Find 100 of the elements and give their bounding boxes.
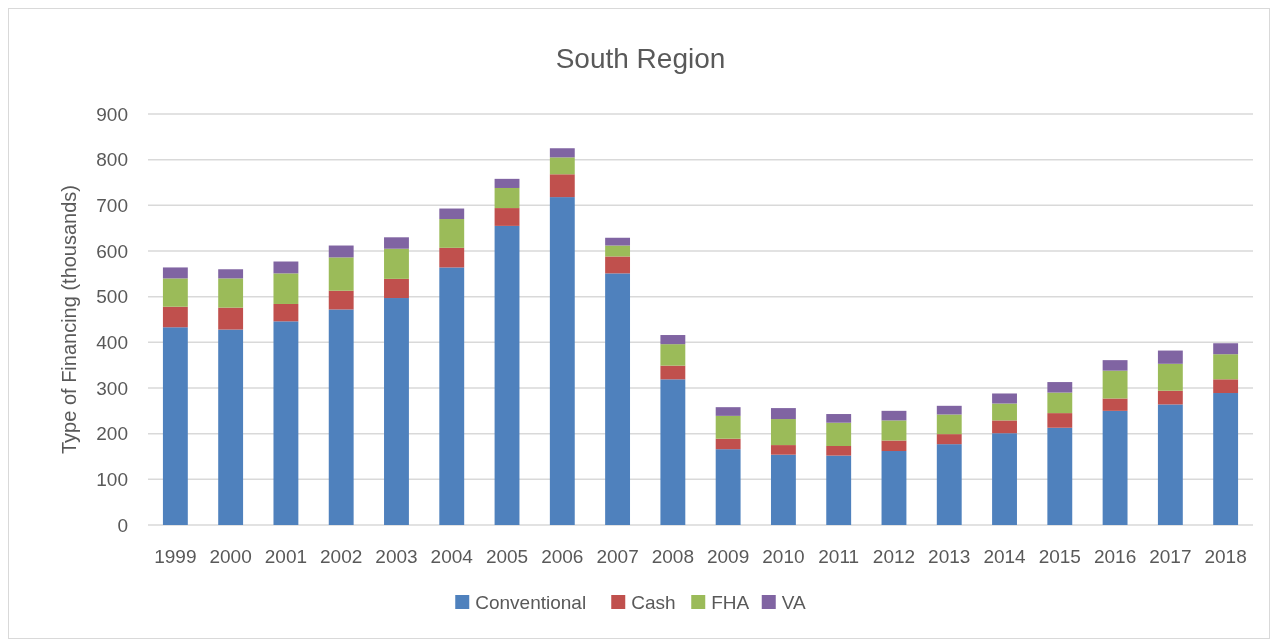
bar bbox=[605, 256, 631, 274]
y-tick-label: 300 bbox=[96, 377, 128, 399]
x-tick-label: 2014 bbox=[983, 546, 1027, 567]
bar bbox=[273, 303, 299, 322]
bar bbox=[439, 267, 465, 525]
y-axis-title: Type of Financing (thousands) bbox=[58, 184, 80, 455]
y-tick-label: 900 bbox=[96, 103, 128, 125]
bar bbox=[660, 365, 686, 380]
bar bbox=[881, 451, 907, 525]
x-tick-label: 2017 bbox=[1149, 546, 1192, 567]
bar bbox=[826, 414, 852, 423]
bar bbox=[439, 219, 465, 248]
bar bbox=[1213, 343, 1239, 355]
bar bbox=[715, 407, 741, 416]
bar bbox=[439, 208, 465, 220]
bar bbox=[549, 174, 575, 198]
legend-label: VA bbox=[781, 591, 807, 613]
bar bbox=[992, 393, 1017, 404]
legend-label: Cash bbox=[631, 591, 676, 613]
bar bbox=[384, 298, 409, 525]
y-tick-label: 100 bbox=[96, 468, 128, 490]
bar bbox=[328, 257, 354, 291]
bar bbox=[881, 420, 907, 441]
x-tick-label: 2011 bbox=[818, 546, 860, 567]
bar bbox=[1047, 413, 1073, 428]
bar bbox=[439, 247, 465, 268]
x-tick-label: 2016 bbox=[1093, 546, 1137, 567]
bar bbox=[715, 438, 741, 450]
bar bbox=[218, 307, 244, 330]
bar bbox=[660, 344, 686, 366]
x-tick-label: 2012 bbox=[872, 546, 916, 567]
bar bbox=[936, 444, 962, 525]
y-tick-label: 0 bbox=[117, 514, 128, 536]
x-tick-label: 2003 bbox=[375, 546, 418, 567]
bar bbox=[328, 309, 354, 525]
bar bbox=[1102, 410, 1128, 525]
bar bbox=[881, 440, 907, 452]
legend-label: Conventional bbox=[475, 591, 587, 613]
bar bbox=[384, 237, 409, 249]
x-tick-label: 2013 bbox=[928, 546, 971, 567]
bar bbox=[384, 278, 409, 299]
bar bbox=[494, 225, 520, 525]
bar bbox=[992, 433, 1017, 525]
bar bbox=[1157, 404, 1183, 525]
bar bbox=[770, 408, 796, 420]
bar bbox=[1157, 390, 1183, 405]
bar bbox=[660, 335, 686, 345]
y-tick-label: 700 bbox=[96, 194, 128, 216]
bar bbox=[162, 278, 188, 307]
bar bbox=[162, 306, 188, 328]
bar bbox=[605, 245, 631, 257]
bar bbox=[1102, 360, 1128, 371]
bar bbox=[605, 237, 631, 246]
bar bbox=[273, 261, 299, 274]
bar bbox=[936, 405, 962, 415]
bar bbox=[218, 269, 244, 279]
bar bbox=[162, 327, 188, 525]
y-tick-label: 800 bbox=[96, 149, 128, 171]
bar bbox=[992, 403, 1017, 421]
x-tick-label: 2018 bbox=[1204, 546, 1247, 567]
bar bbox=[494, 178, 520, 188]
bar bbox=[218, 278, 244, 308]
bar bbox=[660, 379, 686, 525]
x-tick-label: 2010 bbox=[762, 546, 805, 567]
bar bbox=[1047, 382, 1073, 393]
bar bbox=[1157, 350, 1183, 364]
bar bbox=[881, 410, 907, 421]
bar bbox=[936, 434, 962, 445]
bar bbox=[605, 273, 631, 525]
bar bbox=[770, 419, 796, 446]
x-tick-label: 2001 bbox=[264, 546, 308, 567]
bar bbox=[384, 248, 409, 279]
bar bbox=[826, 446, 852, 456]
bar bbox=[549, 157, 575, 175]
y-tick-label: 200 bbox=[96, 423, 128, 445]
x-tick-label: 2006 bbox=[541, 546, 584, 567]
y-tick-label: 600 bbox=[96, 240, 128, 262]
x-tick-label: 2004 bbox=[430, 546, 474, 567]
x-tick-label: 2002 bbox=[320, 546, 363, 567]
bar bbox=[494, 187, 520, 209]
bar bbox=[218, 329, 244, 525]
bar bbox=[328, 245, 354, 258]
bar bbox=[1102, 370, 1128, 399]
bar bbox=[1213, 354, 1239, 380]
bar bbox=[826, 422, 852, 446]
bar bbox=[770, 445, 796, 455]
bar bbox=[549, 197, 575, 525]
bar bbox=[826, 455, 852, 525]
x-tick-label: 2000 bbox=[209, 546, 252, 567]
y-tick-label: 400 bbox=[96, 331, 128, 353]
bar bbox=[1047, 427, 1073, 525]
x-tick-label: 2007 bbox=[596, 546, 639, 567]
bar bbox=[1102, 398, 1128, 411]
x-tick-label: 2009 bbox=[707, 546, 750, 567]
bar bbox=[1213, 393, 1239, 525]
bar bbox=[549, 148, 575, 158]
y-tick-label: 500 bbox=[96, 286, 128, 308]
bar bbox=[328, 290, 354, 310]
bar bbox=[1157, 363, 1183, 391]
bar bbox=[162, 267, 188, 279]
